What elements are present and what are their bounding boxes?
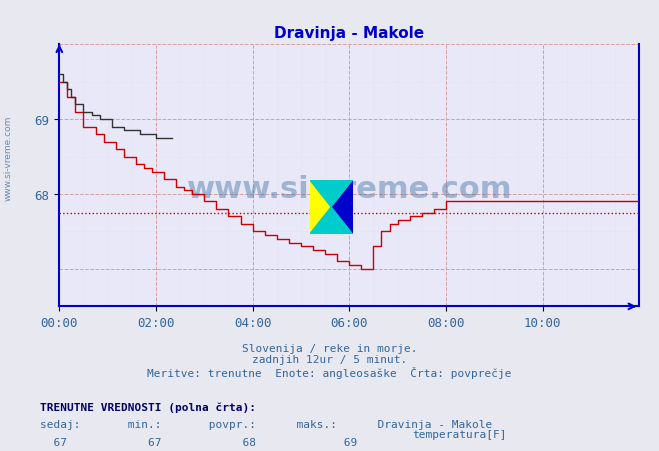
Polygon shape [310,180,331,235]
Polygon shape [331,180,353,235]
Text: Slovenija / reke in morje.
zadnjih 12ur / 5 minut.
Meritve: trenutne  Enote: ang: Slovenija / reke in morje. zadnjih 12ur … [147,343,512,378]
Polygon shape [310,207,353,235]
Text: temperatura[F]: temperatura[F] [412,429,506,439]
Text: www.si-vreme.com: www.si-vreme.com [186,175,512,203]
Polygon shape [310,180,353,207]
Text: TRENUTNE VREDNOSTI (polna črta):: TRENUTNE VREDNOSTI (polna črta): [40,401,256,412]
Title: Dravinja - Makole: Dravinja - Makole [274,26,424,41]
Text: www.si-vreme.com: www.si-vreme.com [3,115,13,200]
Text: 67            67            68             69: 67 67 68 69 [40,437,357,447]
Text: sedaj:       min.:       povpr.:      maks.:      Dravinja - Makole: sedaj: min.: povpr.: maks.: Dravinja - M… [40,419,492,429]
